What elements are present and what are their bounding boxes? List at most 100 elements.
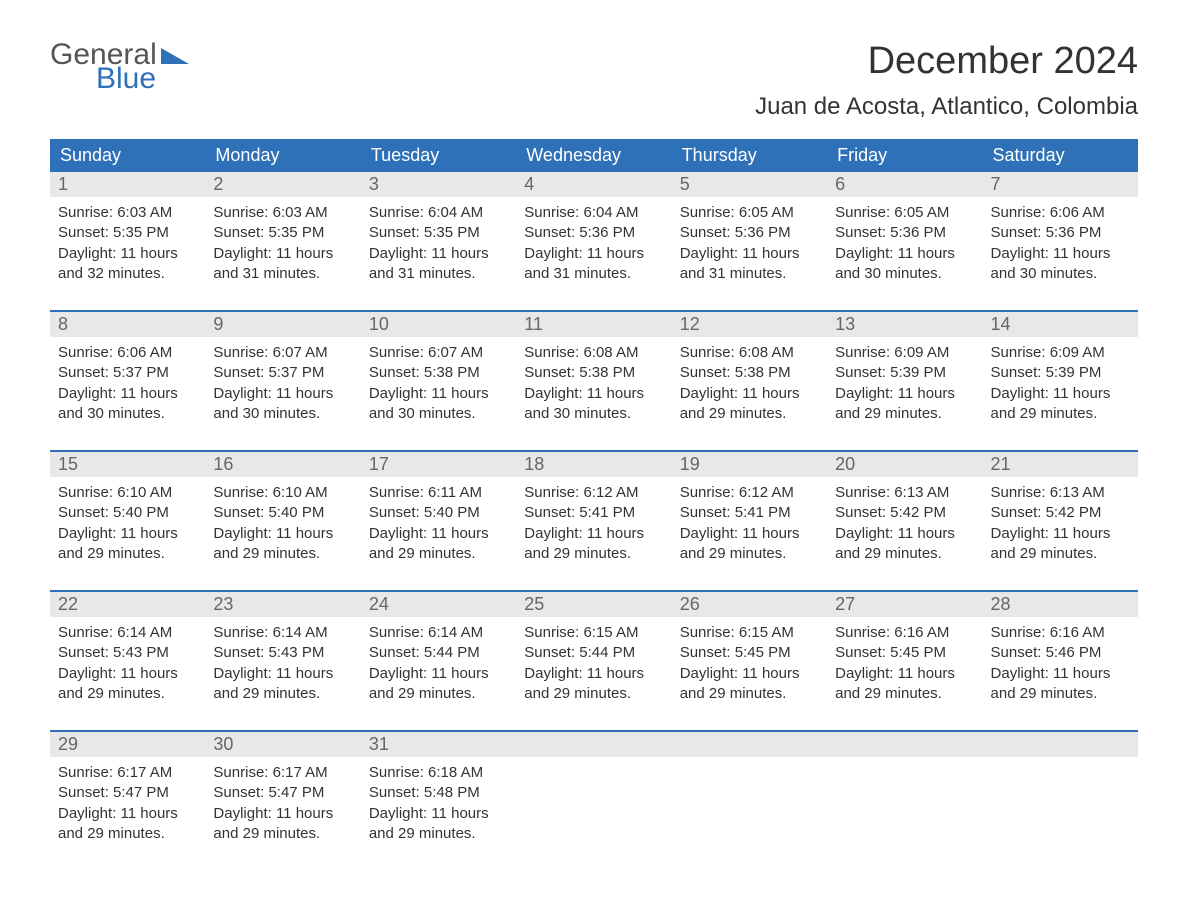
day-number: [672, 732, 827, 757]
cell-body: Sunrise: 6:07 AMSunset: 5:38 PMDaylight:…: [361, 337, 516, 432]
cell-body: Sunrise: 6:06 AMSunset: 5:37 PMDaylight:…: [50, 337, 205, 432]
daylight-line-2: and 29 minutes.: [835, 684, 974, 704]
daylight-line-1: Daylight: 11 hours: [991, 524, 1130, 544]
daylight-line-2: and 29 minutes.: [213, 824, 352, 844]
daylight-line-1: Daylight: 11 hours: [991, 244, 1130, 264]
daylight-line-2: and 29 minutes.: [213, 544, 352, 564]
daylight-line-2: and 29 minutes.: [524, 684, 663, 704]
daylight-line-2: and 29 minutes.: [991, 544, 1130, 564]
calendar-cell: [516, 732, 671, 852]
title-block: December 2024 Juan de Acosta, Atlantico,…: [755, 40, 1138, 121]
daylight-line-1: Daylight: 11 hours: [524, 384, 663, 404]
calendar-cell: 6Sunrise: 6:05 AMSunset: 5:36 PMDaylight…: [827, 172, 982, 292]
calendar-cell: 25Sunrise: 6:15 AMSunset: 5:44 PMDayligh…: [516, 592, 671, 712]
daylight-line-2: and 29 minutes.: [991, 684, 1130, 704]
day-number: 27: [827, 592, 982, 617]
day-number: 7: [983, 172, 1138, 197]
day-number: 20: [827, 452, 982, 477]
sunset-line: Sunset: 5:37 PM: [58, 363, 197, 383]
cell-body: Sunrise: 6:05 AMSunset: 5:36 PMDaylight:…: [827, 197, 982, 292]
calendar-cell: 30Sunrise: 6:17 AMSunset: 5:47 PMDayligh…: [205, 732, 360, 852]
sunrise-line: Sunrise: 6:10 AM: [213, 483, 352, 503]
sunset-line: Sunset: 5:38 PM: [680, 363, 819, 383]
sunset-line: Sunset: 5:45 PM: [680, 643, 819, 663]
day-number: 5: [672, 172, 827, 197]
day-number: 23: [205, 592, 360, 617]
daylight-line-2: and 29 minutes.: [680, 684, 819, 704]
day-number: 18: [516, 452, 671, 477]
calendar-cell: 16Sunrise: 6:10 AMSunset: 5:40 PMDayligh…: [205, 452, 360, 572]
sunrise-line: Sunrise: 6:07 AM: [369, 343, 508, 363]
calendar-cell: 5Sunrise: 6:05 AMSunset: 5:36 PMDaylight…: [672, 172, 827, 292]
sunrise-line: Sunrise: 6:06 AM: [58, 343, 197, 363]
day-number: [827, 732, 982, 757]
calendar-cell: 13Sunrise: 6:09 AMSunset: 5:39 PMDayligh…: [827, 312, 982, 432]
cell-body: Sunrise: 6:09 AMSunset: 5:39 PMDaylight:…: [983, 337, 1138, 432]
day-number: [516, 732, 671, 757]
daylight-line-2: and 29 minutes.: [369, 684, 508, 704]
day-number: 28: [983, 592, 1138, 617]
month-title: December 2024: [755, 40, 1138, 83]
cell-body: Sunrise: 6:16 AMSunset: 5:45 PMDaylight:…: [827, 617, 982, 712]
cell-body: Sunrise: 6:11 AMSunset: 5:40 PMDaylight:…: [361, 477, 516, 572]
daylight-line-1: Daylight: 11 hours: [991, 664, 1130, 684]
calendar-cell: 8Sunrise: 6:06 AMSunset: 5:37 PMDaylight…: [50, 312, 205, 432]
daylight-line-2: and 31 minutes.: [213, 264, 352, 284]
sunrise-line: Sunrise: 6:15 AM: [524, 623, 663, 643]
week-row: 22Sunrise: 6:14 AMSunset: 5:43 PMDayligh…: [50, 590, 1138, 712]
sunrise-line: Sunrise: 6:03 AM: [213, 203, 352, 223]
calendar-cell: [827, 732, 982, 852]
calendar-cell: 3Sunrise: 6:04 AMSunset: 5:35 PMDaylight…: [361, 172, 516, 292]
sunrise-line: Sunrise: 6:13 AM: [991, 483, 1130, 503]
sunrise-line: Sunrise: 6:15 AM: [680, 623, 819, 643]
sunrise-line: Sunrise: 6:03 AM: [58, 203, 197, 223]
cell-body: Sunrise: 6:08 AMSunset: 5:38 PMDaylight:…: [516, 337, 671, 432]
daylight-line-1: Daylight: 11 hours: [369, 804, 508, 824]
daylight-line-2: and 29 minutes.: [58, 824, 197, 844]
sunset-line: Sunset: 5:40 PM: [213, 503, 352, 523]
calendar-cell: 19Sunrise: 6:12 AMSunset: 5:41 PMDayligh…: [672, 452, 827, 572]
calendar: Sunday Monday Tuesday Wednesday Thursday…: [50, 139, 1138, 852]
sunset-line: Sunset: 5:46 PM: [991, 643, 1130, 663]
cell-body: Sunrise: 6:13 AMSunset: 5:42 PMDaylight:…: [827, 477, 982, 572]
daylight-line-2: and 30 minutes.: [991, 264, 1130, 284]
sunset-line: Sunset: 5:37 PM: [213, 363, 352, 383]
sunrise-line: Sunrise: 6:16 AM: [991, 623, 1130, 643]
daylight-line-1: Daylight: 11 hours: [369, 664, 508, 684]
calendar-cell: 11Sunrise: 6:08 AMSunset: 5:38 PMDayligh…: [516, 312, 671, 432]
cell-body: Sunrise: 6:13 AMSunset: 5:42 PMDaylight:…: [983, 477, 1138, 572]
daylight-line-1: Daylight: 11 hours: [524, 664, 663, 684]
logo: General Blue: [50, 40, 189, 94]
cell-body: Sunrise: 6:03 AMSunset: 5:35 PMDaylight:…: [50, 197, 205, 292]
daylight-line-2: and 29 minutes.: [835, 544, 974, 564]
sunset-line: Sunset: 5:36 PM: [835, 223, 974, 243]
cell-body: Sunrise: 6:15 AMSunset: 5:45 PMDaylight:…: [672, 617, 827, 712]
cell-body: Sunrise: 6:17 AMSunset: 5:47 PMDaylight:…: [50, 757, 205, 852]
sunrise-line: Sunrise: 6:14 AM: [213, 623, 352, 643]
sunset-line: Sunset: 5:43 PM: [58, 643, 197, 663]
calendar-cell: 1Sunrise: 6:03 AMSunset: 5:35 PMDaylight…: [50, 172, 205, 292]
sunrise-line: Sunrise: 6:12 AM: [680, 483, 819, 503]
sunset-line: Sunset: 5:36 PM: [524, 223, 663, 243]
daylight-line-2: and 29 minutes.: [369, 824, 508, 844]
calendar-cell: 2Sunrise: 6:03 AMSunset: 5:35 PMDaylight…: [205, 172, 360, 292]
day-header: Friday: [827, 139, 982, 172]
daylight-line-2: and 30 minutes.: [835, 264, 974, 284]
sunrise-line: Sunrise: 6:05 AM: [680, 203, 819, 223]
cell-body: Sunrise: 6:12 AMSunset: 5:41 PMDaylight:…: [516, 477, 671, 572]
calendar-cell: 17Sunrise: 6:11 AMSunset: 5:40 PMDayligh…: [361, 452, 516, 572]
sunrise-line: Sunrise: 6:09 AM: [835, 343, 974, 363]
sunset-line: Sunset: 5:42 PM: [835, 503, 974, 523]
daylight-line-2: and 31 minutes.: [680, 264, 819, 284]
day-number: 16: [205, 452, 360, 477]
cell-body: Sunrise: 6:15 AMSunset: 5:44 PMDaylight:…: [516, 617, 671, 712]
cell-body: Sunrise: 6:05 AMSunset: 5:36 PMDaylight:…: [672, 197, 827, 292]
daylight-line-2: and 30 minutes.: [213, 404, 352, 424]
daylight-line-1: Daylight: 11 hours: [524, 244, 663, 264]
calendar-cell: 14Sunrise: 6:09 AMSunset: 5:39 PMDayligh…: [983, 312, 1138, 432]
daylight-line-2: and 31 minutes.: [524, 264, 663, 284]
sunset-line: Sunset: 5:47 PM: [58, 783, 197, 803]
cell-body: Sunrise: 6:06 AMSunset: 5:36 PMDaylight:…: [983, 197, 1138, 292]
calendar-cell: 23Sunrise: 6:14 AMSunset: 5:43 PMDayligh…: [205, 592, 360, 712]
sunrise-line: Sunrise: 6:04 AM: [369, 203, 508, 223]
